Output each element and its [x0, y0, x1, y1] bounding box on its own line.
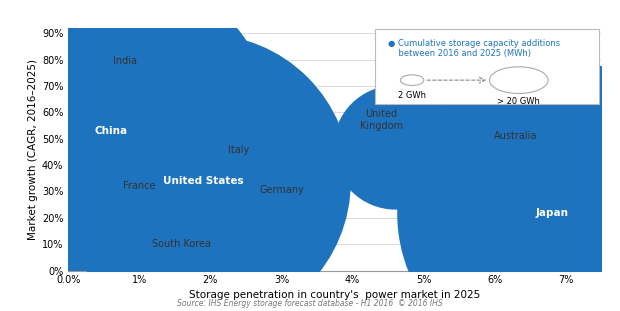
Point: [120, 73, 130, 78]
Text: ● Cumulative storage capacity additions
    between 2016 and 2025 (MWh): ● Cumulative storage capacity additions …: [388, 39, 560, 58]
Text: United
Kingdom: United Kingdom: [360, 109, 402, 131]
FancyBboxPatch shape: [374, 29, 599, 104]
Y-axis label: Market growth (CAGR, 2016–2025): Market growth (CAGR, 2016–2025): [28, 59, 38, 240]
Text: Grid-connected energy storage market growth and penetration in top 10 countries: Grid-connected energy storage market gro…: [7, 10, 469, 20]
Text: > 20 GWh: > 20 GWh: [497, 97, 540, 106]
Text: 2 GWh: 2 GWh: [398, 91, 426, 100]
Text: Australia: Australia: [494, 131, 538, 142]
X-axis label: Storage penetration in country's  power market in 2025: Storage penetration in country's power m…: [189, 290, 480, 299]
Point: [163, 229, 173, 234]
Text: Source: IHS Energy storage forecast database - H1 2016  © 2016 IHS: Source: IHS Energy storage forecast data…: [177, 299, 443, 308]
Point: [270, 203, 280, 208]
Text: United States: United States: [163, 176, 244, 186]
Text: South Korea: South Korea: [153, 239, 211, 249]
Text: Italy: Italy: [228, 145, 249, 155]
Point: [547, 210, 557, 215]
Text: Germany: Germany: [259, 185, 304, 195]
Point: [127, 197, 137, 202]
Point: [219, 160, 229, 165]
Point: [511, 152, 521, 157]
Text: India: India: [113, 56, 137, 66]
Point: [106, 128, 116, 133]
Text: Japan: Japan: [535, 207, 568, 218]
Point: [390, 144, 400, 149]
Text: China: China: [94, 126, 128, 136]
Point: [198, 179, 208, 183]
Text: France: France: [123, 181, 156, 192]
